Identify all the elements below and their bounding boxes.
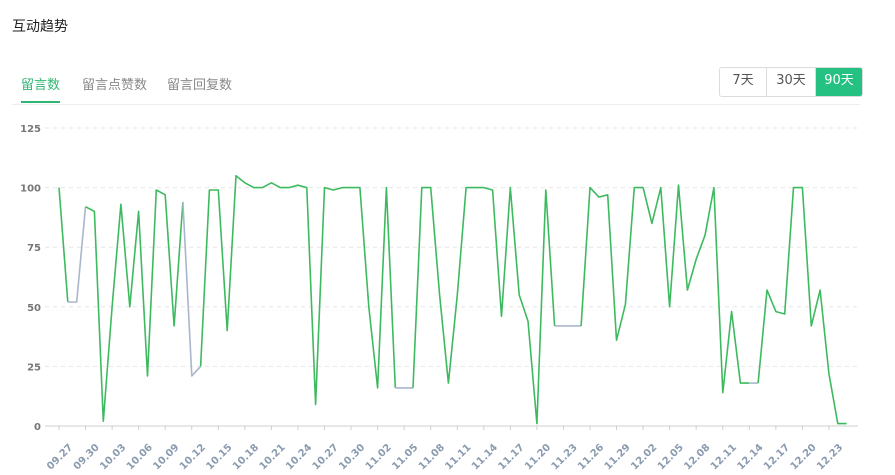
x-tick-label: 11.14 — [470, 442, 500, 472]
x-tick-label: 11.29 — [603, 442, 633, 472]
y-tick-label: 25 — [27, 362, 41, 373]
x-tick-label: 10.06 — [125, 442, 155, 472]
x-tick-label: 11.17 — [497, 442, 527, 472]
series-gap-segment — [182, 201, 202, 377]
tab-comment-replies[interactable]: 留言回复数 — [167, 78, 233, 93]
y-tick-label: 100 — [20, 184, 41, 195]
x-tick-label: 10.24 — [284, 442, 314, 472]
x-axis-ticks: 09.2709.3010.0310.0610.0910.1210.1510.18… — [45, 426, 845, 472]
x-tick-label: 10.09 — [151, 442, 181, 472]
chart-grid — [45, 127, 858, 427]
x-tick-label: 11.26 — [576, 442, 606, 472]
y-tick-label: 75 — [27, 243, 41, 254]
series-line-segment — [757, 186, 847, 425]
range-30-days-button[interactable]: 30天 — [767, 68, 816, 96]
x-tick-label: 12.11 — [709, 442, 739, 472]
series-line-segment — [58, 187, 69, 303]
x-tick-label: 11.08 — [417, 442, 447, 472]
series-gap-segment — [67, 206, 87, 303]
x-tick-label: 09.27 — [45, 442, 75, 472]
tab-comments[interactable]: 留言数 — [21, 74, 61, 103]
x-tick-label: 10.12 — [178, 442, 208, 472]
date-range-selector: 7天 30天 90天 — [719, 67, 863, 97]
x-tick-label: 11.02 — [364, 442, 394, 472]
chart-series — [58, 174, 847, 425]
series-line-segment — [580, 184, 750, 394]
range-7-days-button[interactable]: 7天 — [720, 68, 767, 96]
x-tick-label: 12.14 — [735, 442, 765, 472]
x-tick-label: 10.27 — [311, 442, 341, 472]
x-tick-label: 10.30 — [337, 442, 367, 472]
x-tick-label: 11.20 — [523, 442, 553, 472]
x-tick-label: 12.08 — [682, 442, 712, 472]
x-tick-label: 11.23 — [550, 442, 580, 472]
y-tick-label: 50 — [27, 303, 41, 314]
x-tick-label: 12.17 — [762, 442, 792, 472]
y-tick-label: 0 — [34, 422, 41, 433]
page-title: 互动趋势 — [12, 19, 68, 35]
series-line-segment — [412, 186, 556, 425]
x-tick-label: 09.30 — [72, 442, 102, 472]
x-tick-label: 12.23 — [815, 442, 845, 472]
x-tick-label: 12.20 — [789, 442, 819, 472]
y-tick-label: 125 — [20, 124, 41, 135]
y-axis-ticks: 0 25 50 75 100 125 — [20, 124, 41, 433]
x-tick-label: 10.21 — [258, 442, 288, 472]
x-tick-label: 10.18 — [231, 442, 261, 472]
x-tick-label: 11.05 — [390, 442, 420, 472]
x-tick-label: 12.02 — [629, 442, 659, 472]
tab-comment-likes[interactable]: 留言点赞数 — [82, 78, 148, 93]
metric-tabs: 留言数 留言点赞数 留言回复数 — [12, 64, 860, 105]
range-90-days-button[interactable]: 90天 — [816, 68, 862, 96]
x-tick-label: 10.03 — [98, 442, 128, 472]
x-tick-label: 12.05 — [656, 442, 686, 472]
series-line-segment — [85, 189, 184, 422]
series-line-segment — [199, 174, 397, 406]
x-tick-label: 10.15 — [204, 442, 234, 472]
x-tick-label: 11.11 — [443, 442, 473, 472]
